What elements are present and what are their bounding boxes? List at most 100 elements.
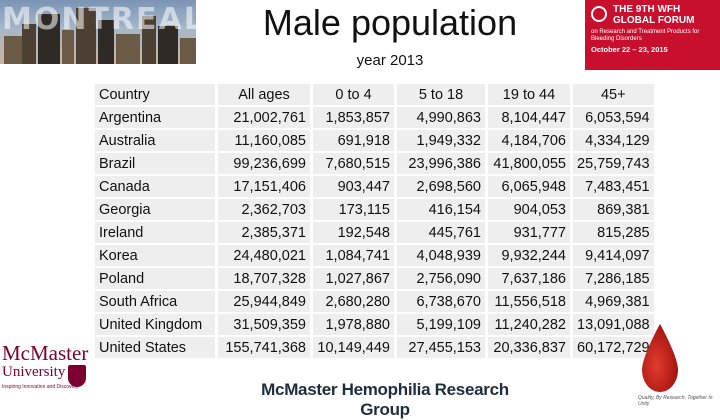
country-cell: South Africa: [95, 290, 218, 314]
value-cell: 192,548: [311, 221, 397, 245]
value-cell: 13,091,088: [571, 313, 654, 337]
footer-group-name: McMaster Hemophilia Research Group: [261, 380, 509, 419]
mcmaster-university: University: [2, 364, 66, 380]
value-cell: 11,240,282: [486, 313, 573, 337]
table-row: Ireland 2,385,371 192,548 445,761 931,777 815…: [95, 221, 654, 245]
value-cell: 2,680,280: [311, 290, 397, 314]
skyline-building: [116, 34, 140, 64]
value-cell: 1,853,857: [311, 106, 397, 130]
value-cell: 815,285: [571, 221, 654, 245]
page-title: Male population: [262, 2, 518, 43]
forum-line2: GLOBAL FORUM: [613, 15, 695, 26]
table-row: United Kingdom 31,509,359 1,978,880 5,199,1…: [95, 313, 654, 337]
value-cell: 445,761: [395, 221, 488, 245]
value-cell: 24,480,021: [216, 244, 313, 268]
value-cell: 17,151,406: [216, 175, 313, 199]
blood-drop-icon: [642, 324, 678, 392]
skyline-building: [142, 16, 156, 64]
forum-dates: October 22 – 23, 2015: [591, 45, 668, 54]
value-cell: 11,160,085: [216, 129, 313, 153]
table-row: Australia 11,160,085 691,918 1,949,332 4,184…: [95, 129, 654, 153]
country-cell: Poland: [95, 267, 218, 291]
table-row: Poland 18,707,328 1,027,867 2,756,090 7,637,…: [95, 267, 654, 291]
value-cell: 869,381: [571, 198, 654, 222]
value-cell: 1,084,741: [311, 244, 397, 268]
value-cell: 155,741,368: [216, 336, 313, 360]
mcmaster-tagline: Inspiring Innovation and Discovery: [2, 384, 79, 390]
value-cell: 904,053: [486, 198, 573, 222]
value-cell: 20,336,837: [486, 336, 573, 360]
skyline-building: [22, 24, 36, 64]
montreal-skyline-banner: MONTREAL: [0, 0, 196, 64]
table-row: Brazil 99,236,699 7,680,515 23,996,386 41,80…: [95, 152, 654, 176]
country-cell: Georgia: [95, 198, 218, 222]
value-cell: 4,334,129: [571, 129, 654, 153]
country-cell: Australia: [95, 129, 218, 153]
value-cell: 25,944,849: [216, 290, 313, 314]
skyline-building: [62, 30, 74, 64]
value-cell: 6,065,948: [486, 175, 573, 199]
value-cell: 9,932,244: [486, 244, 573, 268]
value-cell: 4,048,939: [395, 244, 488, 268]
value-cell: 41,800,055: [486, 152, 573, 176]
table-header-cell: 45+: [571, 84, 654, 107]
value-cell: 1,027,867: [311, 267, 397, 291]
skyline-building: [38, 14, 60, 64]
table-header-cell: 19 to 44: [486, 84, 573, 107]
value-cell: 903,447: [311, 175, 397, 199]
value-cell: 5,199,109: [395, 313, 488, 337]
table-header-cell: 0 to 4: [311, 84, 397, 107]
value-cell: 6,738,670: [395, 290, 488, 314]
value-cell: 7,286,185: [571, 267, 654, 291]
table-row: Canada 17,151,406 903,447 2,698,560 6,065,94…: [95, 175, 654, 199]
value-cell: 416,154: [395, 198, 488, 222]
value-cell: 11,556,518: [486, 290, 573, 314]
country-cell: Argentina: [95, 106, 218, 130]
value-cell: 18,707,328: [216, 267, 313, 291]
country-cell: United States: [95, 336, 218, 360]
value-cell: 8,104,447: [486, 106, 573, 130]
table-row: Argentina 21,002,761 1,853,857 4,990,863 8,1…: [95, 106, 654, 130]
table-header-cell: 5 to 18: [395, 84, 488, 107]
skyline-building: [98, 20, 114, 64]
value-cell: 25,759,743: [571, 152, 654, 176]
skyline-building: [76, 8, 96, 64]
value-cell: 173,115: [311, 198, 397, 222]
table-row: Korea 24,480,021 1,084,741 4,048,939 9,932,2…: [95, 244, 654, 268]
value-cell: 691,918: [311, 129, 397, 153]
value-cell: 4,184,706: [486, 129, 573, 153]
drop-tagline: Quality, By Research, Together In Unity: [638, 395, 713, 407]
value-cell: 31,509,359: [216, 313, 313, 337]
value-cell: 23,996,386: [395, 152, 488, 176]
blood-drop-logo: Quality, By Research, Together In Unity: [600, 322, 720, 407]
country-cell: Canada: [95, 175, 218, 199]
wfh-forum-badge: THE 9TH WFH GLOBAL FORUM on Research and…: [585, 0, 720, 70]
table-row: United States 155,741,368 10,149,449 27,455…: [95, 336, 654, 360]
value-cell: 2,756,090: [395, 267, 488, 291]
value-cell: 7,637,186: [486, 267, 573, 291]
wfh-logo-icon: [591, 6, 607, 22]
table-row: Georgia 2,362,703 173,115 416,154 904,053 869…: [95, 198, 654, 222]
value-cell: 60,172,729: [571, 336, 654, 360]
value-cell: 7,483,451: [571, 175, 654, 199]
value-cell: 2,698,560: [395, 175, 488, 199]
value-cell: 9,414,097: [571, 244, 654, 268]
skyline-building: [158, 26, 178, 64]
value-cell: 4,969,381: [571, 290, 654, 314]
page-subtitle: year 2013: [356, 52, 424, 69]
banner-city-word: MONTREAL: [2, 2, 196, 37]
value-cell: 99,236,699: [216, 152, 313, 176]
country-cell: Ireland: [95, 221, 218, 245]
mcmaster-name: McMaster: [2, 341, 89, 365]
forum-description: on Research and Treatment Products for B…: [591, 29, 700, 42]
country-cell: Korea: [95, 244, 218, 268]
value-cell: 931,777: [486, 221, 573, 245]
value-cell: 7,680,515: [311, 152, 397, 176]
skyline-building: [4, 36, 22, 64]
value-cell: 6,053,594: [571, 106, 654, 130]
value-cell: 2,362,703: [216, 198, 313, 222]
value-cell: 21,002,761: [216, 106, 313, 130]
country-cell: United Kingdom: [95, 313, 218, 337]
table-header-cell: All ages: [216, 84, 313, 107]
